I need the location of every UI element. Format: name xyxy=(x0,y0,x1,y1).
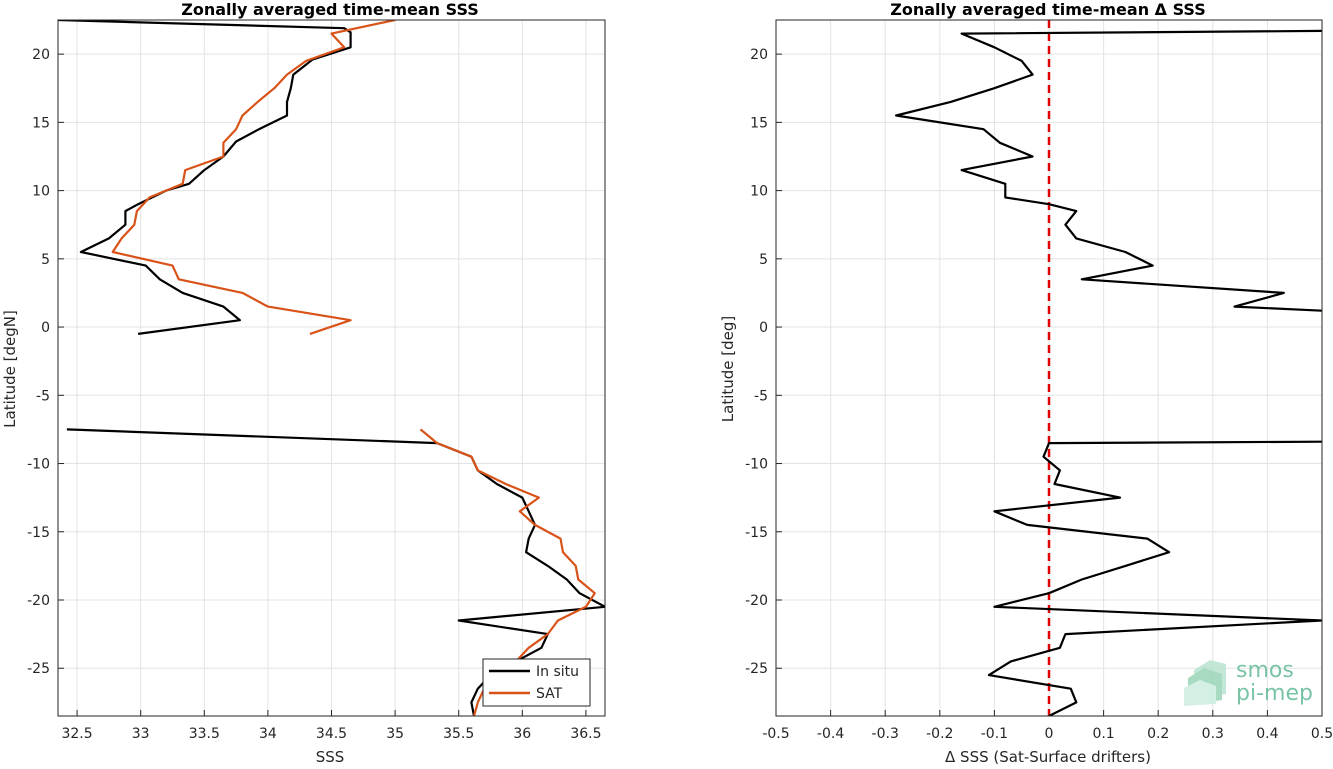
left-y-tick-label: 20 xyxy=(32,47,50,63)
left-x-tick-label: 36 xyxy=(513,726,531,742)
right-y-tick-label: 5 xyxy=(759,252,768,268)
left-x-tick-label: 33.5 xyxy=(189,726,220,742)
right-plot-panel: Zonally averaged time-mean Δ SSS Δ SSS (… xyxy=(719,0,1333,766)
series-line-delta-sss xyxy=(987,440,1322,716)
left-y-tick-label: -15 xyxy=(27,525,50,541)
smos-pi-mep-logo: smos pi-mep xyxy=(1184,658,1313,706)
left-y-tick-label: -25 xyxy=(27,661,50,677)
right-x-axis-label: Δ SSS (Sat-Surface drifters) xyxy=(945,748,1151,765)
right-x-tick-label: -0.3 xyxy=(872,726,899,742)
left-axes-frame xyxy=(57,19,606,717)
legend-label-in-situ: In situ xyxy=(536,664,579,680)
right-y-tick-label: 20 xyxy=(750,47,768,63)
left-plot-title: Zonally averaged time-mean SSS xyxy=(181,0,479,19)
left-y-tick-label: 5 xyxy=(41,252,50,268)
logo-text-line1: smos xyxy=(1236,658,1294,683)
left-x-tick-label: 34 xyxy=(259,726,277,742)
right-y-tick-label: 15 xyxy=(750,115,768,131)
left-x-axis-label: SSS xyxy=(316,748,345,765)
right-x-tick-label: 0.3 xyxy=(1202,726,1224,742)
left-x-tick-label: 34.5 xyxy=(316,726,347,742)
logo-mark-icon xyxy=(1184,660,1226,706)
right-x-tick-label: 0.5 xyxy=(1311,726,1333,742)
left-y-tick-label: -10 xyxy=(27,457,50,473)
left-plot-panel: Zonally averaged time-mean SSS SSS Latit… xyxy=(1,0,606,766)
right-x-tick-label: -0.2 xyxy=(926,726,953,742)
left-x-tick-label: 35 xyxy=(386,726,404,742)
left-y-tick-label: 15 xyxy=(32,115,50,131)
left-x-tick-label: 35.5 xyxy=(443,726,474,742)
right-x-tick-label: 0.2 xyxy=(1147,726,1169,742)
series-line-in-situ xyxy=(58,20,352,335)
right-y-tick-label: -15 xyxy=(745,525,768,541)
left-x-tick-label: 33 xyxy=(132,726,150,742)
right-y-tick-label: 0 xyxy=(759,320,768,336)
legend: In situ SAT xyxy=(482,658,591,707)
right-axes-frame xyxy=(775,19,1323,717)
left-y-tick-label: -20 xyxy=(27,593,50,609)
right-x-tick-label: 0 xyxy=(1045,726,1054,742)
series-line-sat xyxy=(111,20,396,335)
right-x-tick-label: 0.1 xyxy=(1092,726,1114,742)
left-y-tick-label: 0 xyxy=(41,320,50,336)
right-x-tick-label: -0.1 xyxy=(981,726,1008,742)
series-line-delta-sss xyxy=(894,29,1322,312)
left-grid xyxy=(58,20,605,716)
right-x-tick-label: -0.5 xyxy=(762,726,789,742)
legend-box xyxy=(482,658,591,707)
logo-text-line2: pi-mep xyxy=(1236,681,1313,706)
right-x-tick-label: -0.4 xyxy=(817,726,844,742)
right-y-axis-label: Latitude [deg] xyxy=(719,316,737,422)
legend-label-sat: SAT xyxy=(536,686,563,702)
left-y-tick-label: 10 xyxy=(32,184,50,200)
left-x-tick-label: 36.5 xyxy=(570,726,601,742)
right-y-tick-label: -20 xyxy=(745,593,768,609)
left-y-axis-label: Latitude [degN] xyxy=(1,310,19,428)
right-data-lines xyxy=(894,20,1322,716)
right-y-tick-label: -10 xyxy=(745,457,768,473)
left-y-tick-label: -5 xyxy=(36,388,50,404)
right-y-tick-label: -5 xyxy=(754,388,768,404)
right-x-tick-label: 0.4 xyxy=(1256,726,1278,742)
right-y-tick-label: 10 xyxy=(750,184,768,200)
left-x-tick-label: 32.5 xyxy=(61,726,92,742)
right-y-tick-label: -25 xyxy=(745,661,768,677)
right-plot-title: Zonally averaged time-mean Δ SSS xyxy=(890,0,1206,19)
